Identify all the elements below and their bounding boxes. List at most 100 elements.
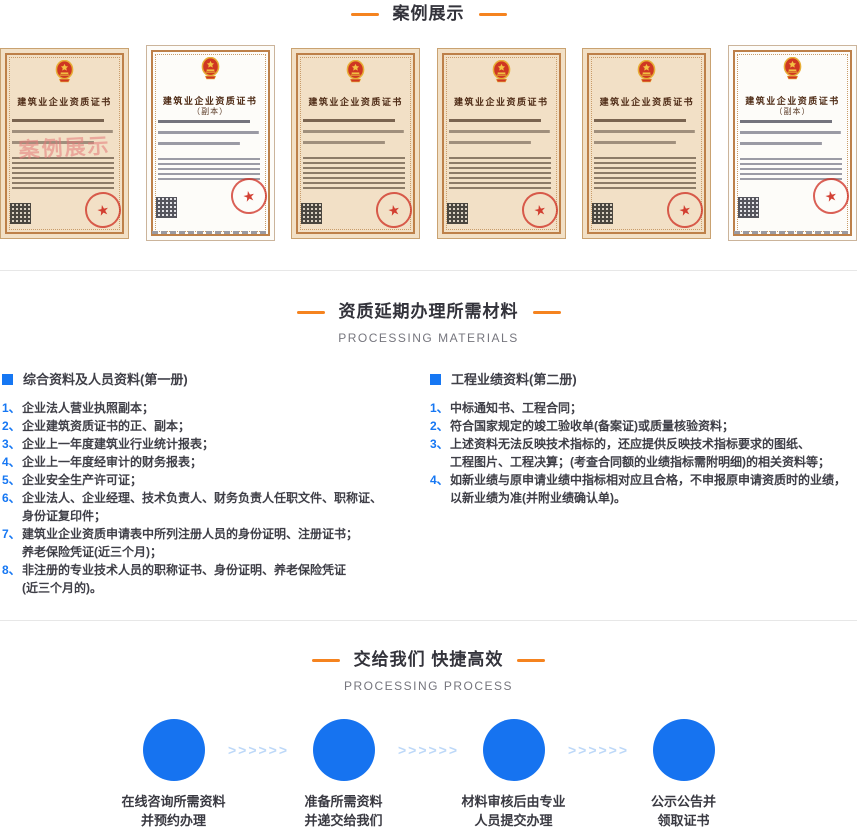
certificate-info-lines <box>12 118 117 147</box>
process-section-header: 交给我们 快捷高效 <box>0 648 857 672</box>
item-number: 4、 <box>2 455 21 469</box>
certificate-image-6: 建筑业企业资质证书 （副本） ★ <box>727 45 857 241</box>
certificate-image-3: 建筑业企业资质证书 ★ <box>291 47 421 239</box>
material-item: 5、 企业安全生产许可证； <box>0 471 428 489</box>
materials-columns: 综合资料及人员资料(第一册) 1、 企业法人营业执照副本； 2、 企业建筑资质证… <box>0 369 857 597</box>
materials-left-list: 1、 企业法人营业执照副本； 2、 企业建筑资质证书的正、副本； 3、 企业上一… <box>0 399 428 597</box>
certificate-border <box>5 52 124 234</box>
certificate-paragraph-lines <box>12 156 114 190</box>
item-text: 上述资料无法反映技术指标的，还应提供反映技术指标要求的图纸、 <box>450 437 811 451</box>
item-text: 如新业绩与原申请业绩中指标相对应且合格，不申报原申请资质时的业绩， <box>450 473 847 487</box>
material-item: 2、 企业建筑资质证书的正、副本； <box>0 417 428 435</box>
material-item: 6、 企业法人、企业经理、技术负责人、财务负责人任职文件、职称证、 身份证复印件； <box>0 489 428 525</box>
certificate-paragraph-lines <box>594 156 697 190</box>
item-number: 7、 <box>2 527 21 541</box>
qr-code <box>446 202 468 224</box>
certificate-image-1: 建筑业企业资质证书 ★ 案例展示 <box>0 47 129 239</box>
item-text: 企业上一年度建筑业行业统计报表； <box>22 437 215 451</box>
certificate-title: 建筑业企业资质证书 <box>454 96 549 107</box>
section-divider-1 <box>0 270 857 271</box>
item-text: 企业安全生产许可证； <box>22 473 143 487</box>
caption-line1: 材料审核后由专业 <box>461 794 566 809</box>
process-step-caption: 公示公告并 领取证书 <box>651 792 716 830</box>
national-emblem-icon <box>438 59 565 83</box>
caption-line1: 在线咨询所需资料 <box>121 794 226 809</box>
certificate-border <box>441 52 561 234</box>
section-divider-2 <box>0 620 857 621</box>
item-number: 2、 <box>430 419 449 433</box>
cases-section-header: 案例展示 <box>0 0 857 26</box>
process-step-1: 在线咨询所需资料 并预约办理 <box>109 719 239 830</box>
materials-title: 资质延期办理所需材料 <box>338 302 519 321</box>
certificate-paragraph-lines <box>303 156 406 190</box>
item-text: 企业法人、企业经理、技术负责人、财务负责人任职文件、职称证、 <box>22 491 383 505</box>
chevron-arrows-icon: >>>>>> <box>227 742 290 758</box>
certificate-paragraph-lines <box>157 158 260 180</box>
qr-code <box>737 197 759 218</box>
materials-column-right: 工程业绩资料(第二册) 1、 中标通知书、工程合同； 2、 符合国家规定的竣工验… <box>428 369 857 597</box>
item-text: 企业上一年度经审计的财务报表； <box>22 455 203 469</box>
material-item: 4、 如新业绩与原申请业绩中指标相对应且合格，不申报原申请资质时的业绩， 以新业绩… <box>428 471 857 507</box>
materials-section-header: 资质延期办理所需材料 <box>0 300 857 324</box>
national-emblem-icon <box>583 59 710 83</box>
material-item: 3、 企业上一年度建筑业行业统计报表； <box>0 435 428 453</box>
material-item: 3、 上述资料无法反映技术指标的，还应提供反映技术指标要求的图纸、工程图片、工程… <box>428 435 857 471</box>
item-text-line2: 身份证复印件； <box>22 509 107 523</box>
material-item: 8、 非注册的专业技术人员的职称证书、身份证明、养老保险凭证 (近三个月的)。 <box>0 561 428 597</box>
title-dash-right-icon <box>532 310 561 314</box>
item-number: 1、 <box>2 401 21 415</box>
material-item: 7、 建筑业企业资质申请表中所列注册人员的身份证明、注册证书； 养老保险凭证(近三… <box>0 525 428 561</box>
caption-line2: 并递交给我们 <box>304 813 383 828</box>
certificate-title: 建筑业企业资质证书 <box>308 96 403 107</box>
materials-subtitle: PROCESSING MATERIALS <box>338 331 519 345</box>
national-emblem-icon <box>729 57 856 80</box>
materials-right-header-label: 工程业绩资料(第二册) <box>451 372 577 387</box>
process-subtitle: PROCESSING PROCESS <box>343 679 514 693</box>
caption-line2: 领取证书 <box>657 813 710 828</box>
material-item: 4、 企业上一年度经审计的财务报表； <box>0 453 428 471</box>
material-item: 1、 中标通知书、工程合同； <box>428 399 857 417</box>
certificate-paragraph-lines <box>448 156 551 190</box>
process-step-3: 材料审核后由专业 人员提交办理 <box>449 719 579 830</box>
certificate-border <box>587 52 707 234</box>
certificate-info-lines <box>594 118 700 147</box>
certificates-row: 建筑业企业资质证书 ★ 案例展示 建筑业企业资质证书 （副本） ★ <box>0 45 857 241</box>
item-number: 1、 <box>430 401 449 415</box>
title-dash-left-icon <box>311 658 340 662</box>
title-dash-right-icon <box>517 658 546 662</box>
certificate-title: 建筑业企业资质证书 <box>745 96 840 106</box>
item-text-line2: 工程图片、工程决算；(考查合同额的业绩指标需附明细)的相关资料等； <box>450 455 830 469</box>
certificate-info-lines <box>157 120 263 148</box>
certificate-image-5: 建筑业企业资质证书 ★ <box>582 47 712 239</box>
item-text-line2: (近三个月的)。 <box>22 581 102 595</box>
caption-line2: 人员提交办理 <box>474 813 553 828</box>
materials-right-list: 1、 中标通知书、工程合同； 2、 符合国家规定的竣工验收单(备案证)或质量核验… <box>428 399 857 507</box>
materials-left-header: 综合资料及人员资料(第一册) <box>0 369 428 387</box>
qr-code <box>592 202 614 224</box>
item-number: 3、 <box>2 437 21 451</box>
item-number: 8、 <box>2 563 21 577</box>
item-text: 符合国家规定的竣工验收单(备案证)或质量核验资料； <box>450 419 734 433</box>
certificate-border <box>296 52 416 234</box>
certificate-info-lines <box>303 118 409 147</box>
process-step-circle <box>312 719 375 781</box>
certificate-copy-label: （副本） <box>774 107 811 116</box>
item-text-line2: 以新业绩为准(并附业绩确认单)。 <box>450 491 626 505</box>
item-number: 3、 <box>430 437 449 451</box>
caption-line1: 公示公告并 <box>650 794 716 809</box>
certificate-copy-label: （副本） <box>192 107 229 116</box>
certificate-title: 建筑业企业资质证书 <box>162 96 258 106</box>
materials-left-header-label: 综合资料及人员资料(第一册) <box>23 372 188 387</box>
national-emblem-icon <box>1 59 128 83</box>
item-text: 企业法人营业执照副本； <box>22 401 155 415</box>
blue-square-bullet-icon <box>430 374 441 385</box>
process-step-circle <box>142 719 205 781</box>
item-number: 4、 <box>430 473 449 487</box>
title-dash-left-icon <box>296 310 325 314</box>
item-number: 2、 <box>2 419 21 433</box>
certificate-info-lines <box>739 120 845 148</box>
qr-code <box>155 197 177 218</box>
certificate-title: 建筑业企业资质证书 <box>17 96 112 107</box>
item-text-line2: 养老保险凭证(近三个月)； <box>22 545 162 559</box>
item-number: 5、 <box>2 473 21 487</box>
